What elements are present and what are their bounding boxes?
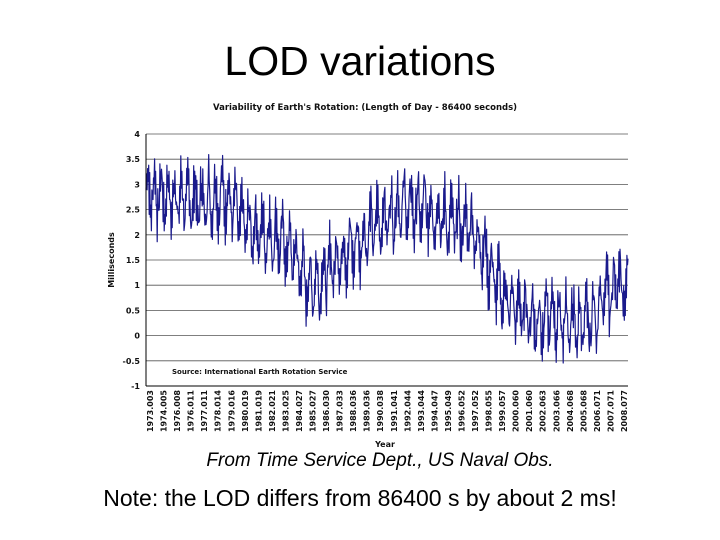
slide-title: LOD variations	[224, 38, 496, 84]
y-tick-label: 3	[134, 180, 140, 189]
x-tick-label: 1996.052	[457, 390, 466, 432]
x-tick-label: 1990.038	[376, 390, 385, 432]
chart-title: Variability of Earth's Rotation: (Length…	[213, 103, 517, 113]
x-tick-label: 2006.071	[593, 390, 602, 432]
x-tick-label: 1987.033	[336, 390, 345, 432]
x-tick-label: 1981.019	[254, 390, 263, 432]
x-tick-label: 1984.027	[295, 390, 304, 432]
note-text: Note: the LOD differs from 86400 s by ab…	[103, 485, 617, 511]
x-tick-label: 1976.011	[187, 390, 196, 432]
y-tick-label: 2.5	[126, 206, 141, 215]
y-tick-label: 4	[134, 130, 140, 139]
y-tick-label: 1	[134, 281, 140, 290]
y-tick-label: 3.5	[126, 155, 141, 164]
x-tick-label: 1979.016	[227, 390, 236, 432]
x-tick-label: 1974.005	[160, 390, 169, 432]
x-tick-label: 1983.025	[281, 390, 290, 432]
x-tick-label: 1995.049	[444, 390, 453, 432]
x-tick-label: 1980.019	[241, 390, 250, 432]
x-tick-label: 1988.036	[349, 390, 358, 432]
x-tick-label: 2003.066	[552, 390, 561, 432]
x-tick-label: 1991.041	[390, 390, 399, 432]
x-tick-label: 2007.071	[606, 390, 615, 432]
y-tick-label: -1	[131, 382, 140, 391]
source-annotation: Source: International Earth Rotation Ser…	[172, 368, 348, 376]
y-tick-label: 0.5	[126, 306, 141, 315]
x-tick-label: 1986.030	[322, 390, 331, 432]
x-tick-label: 2000.060	[512, 390, 521, 432]
x-tick-label: 1994.047	[430, 390, 439, 432]
x-tick-label: 1985.027	[309, 390, 318, 432]
x-tick-label: 1973.003	[146, 390, 155, 432]
lod-series-line	[145, 154, 629, 364]
x-tick-label: 2005.068	[579, 390, 588, 432]
y-tick-label: 0	[134, 332, 140, 341]
x-tick-label: 1997.052	[471, 390, 480, 432]
y-tick-label: 2	[134, 231, 140, 240]
x-tick-label: 1993.044	[417, 390, 426, 432]
x-axis-label: Year	[374, 440, 395, 449]
x-tick-label: 1999.057	[498, 390, 507, 432]
x-tick-label: 2004.068	[566, 390, 575, 432]
x-tick-label: 2002.063	[539, 390, 548, 432]
y-tick-label: 1.5	[126, 256, 141, 265]
x-tick-label: 1989.036	[363, 390, 372, 432]
x-tick-label: 1977.011	[200, 390, 209, 432]
y-tick-label: -0.5	[123, 357, 141, 366]
x-tick-label: 1978.014	[214, 390, 223, 432]
x-tick-label: 1998.055	[485, 390, 494, 432]
y-axis-label: Milliseconds	[107, 232, 116, 288]
x-tick-label: 1976.008	[173, 390, 182, 432]
x-tick-label: 2008.077	[620, 390, 629, 432]
figure-caption: From Time Service Dept., US Naval Obs.	[206, 450, 554, 471]
x-tick-label: 2001.060	[525, 390, 534, 432]
x-tick-label: 1992.044	[403, 390, 412, 432]
x-tick-label: 1982.021	[268, 390, 277, 432]
